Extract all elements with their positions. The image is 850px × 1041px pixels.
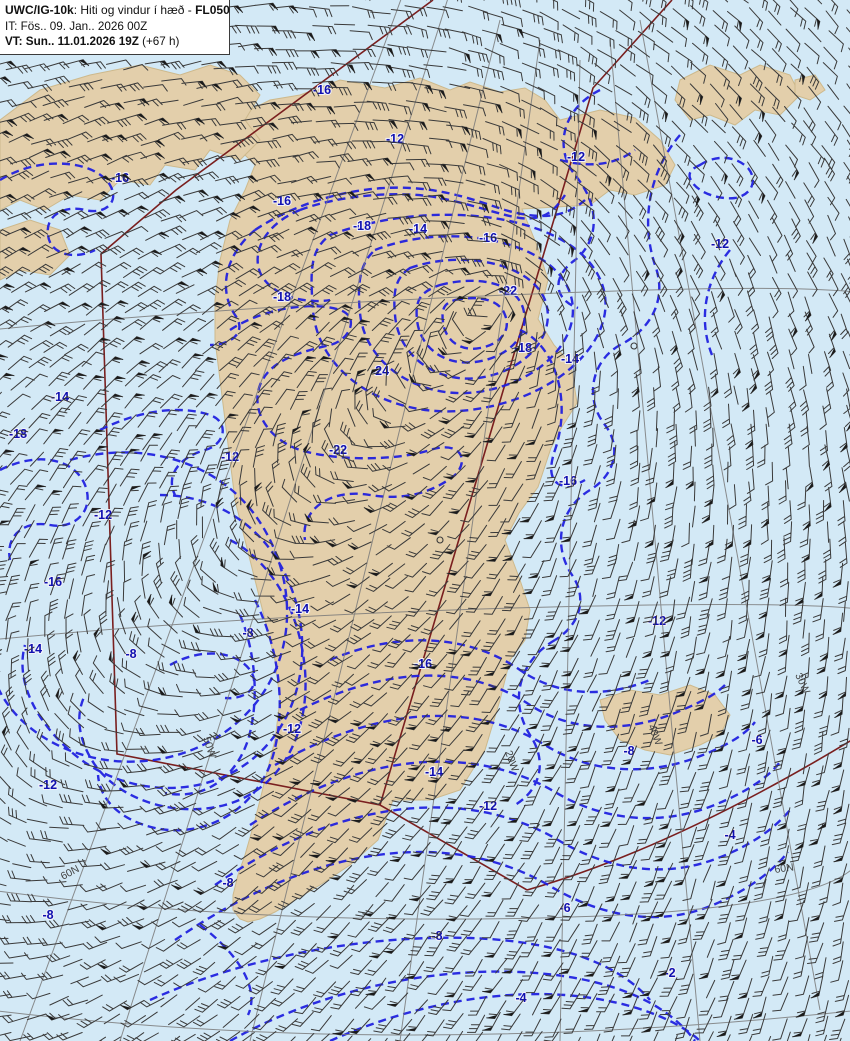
svg-text:-22: -22 [499,284,517,298]
svg-text:-8: -8 [431,929,442,943]
svg-text:-14: -14 [291,602,309,616]
svg-text:-8: -8 [125,647,136,661]
svg-text:-12: -12 [94,508,112,522]
svg-text:-8: -8 [42,908,53,922]
svg-text:-18: -18 [9,427,27,441]
svg-text:-18: -18 [353,219,371,233]
svg-text:-6: -6 [751,733,762,747]
svg-text:-12: -12 [386,132,404,146]
svg-text:-12: -12 [283,722,301,736]
svg-text:-14: -14 [24,642,42,656]
